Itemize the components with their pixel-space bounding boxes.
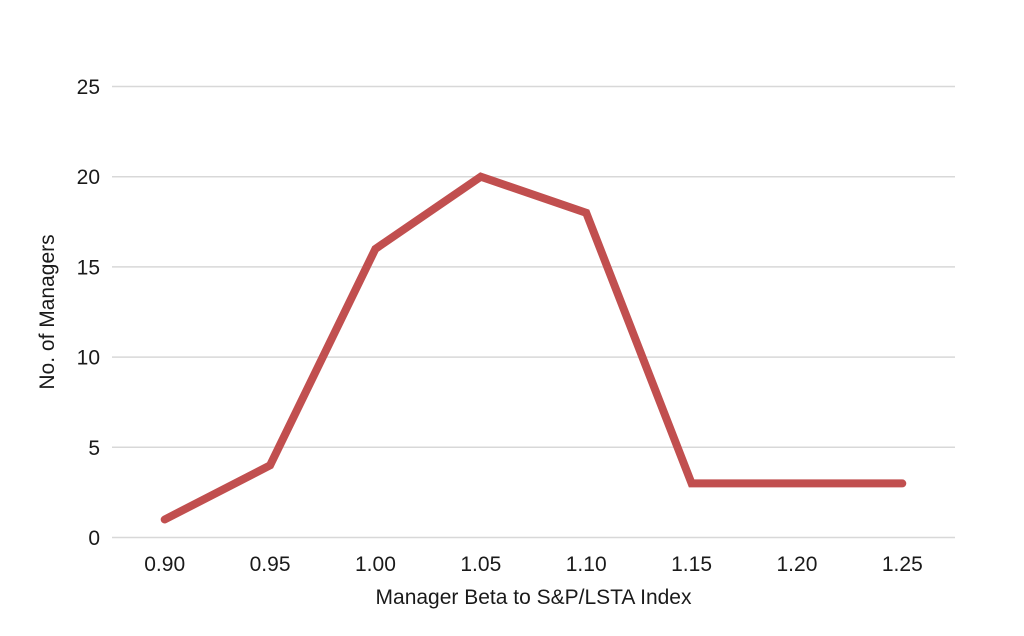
gridlines xyxy=(112,85,955,539)
y-tick-label: 10 xyxy=(77,347,100,370)
x-tick-label: 0.95 xyxy=(250,553,291,576)
y-tick-label: 25 xyxy=(77,76,100,99)
y-tick-label: 15 xyxy=(77,256,100,279)
x-tick-label: 1.10 xyxy=(566,553,607,576)
y-axis-title: No. of Managers xyxy=(36,234,59,389)
y-tick-label: 5 xyxy=(88,437,100,460)
x-tick-label: 1.25 xyxy=(882,553,923,576)
y-axis-tick-labels: 0 5 10 15 20 25 xyxy=(77,76,100,550)
x-tick-label: 0.90 xyxy=(144,553,185,576)
y-tick-label: 0 xyxy=(88,527,100,550)
x-tick-label: 1.15 xyxy=(671,553,712,576)
series-line xyxy=(160,172,907,524)
x-tick-label: 1.00 xyxy=(355,553,396,576)
x-tick-label: 1.05 xyxy=(460,553,501,576)
y-tick-label: 20 xyxy=(77,166,100,189)
x-tick-label: 1.20 xyxy=(777,553,818,576)
x-axis-tick-labels: 0.90 0.95 1.00 1.05 1.10 1.15 1.20 1.25 xyxy=(144,553,923,576)
x-axis-title: Manager Beta to S&P/LSTA Index xyxy=(376,586,692,609)
